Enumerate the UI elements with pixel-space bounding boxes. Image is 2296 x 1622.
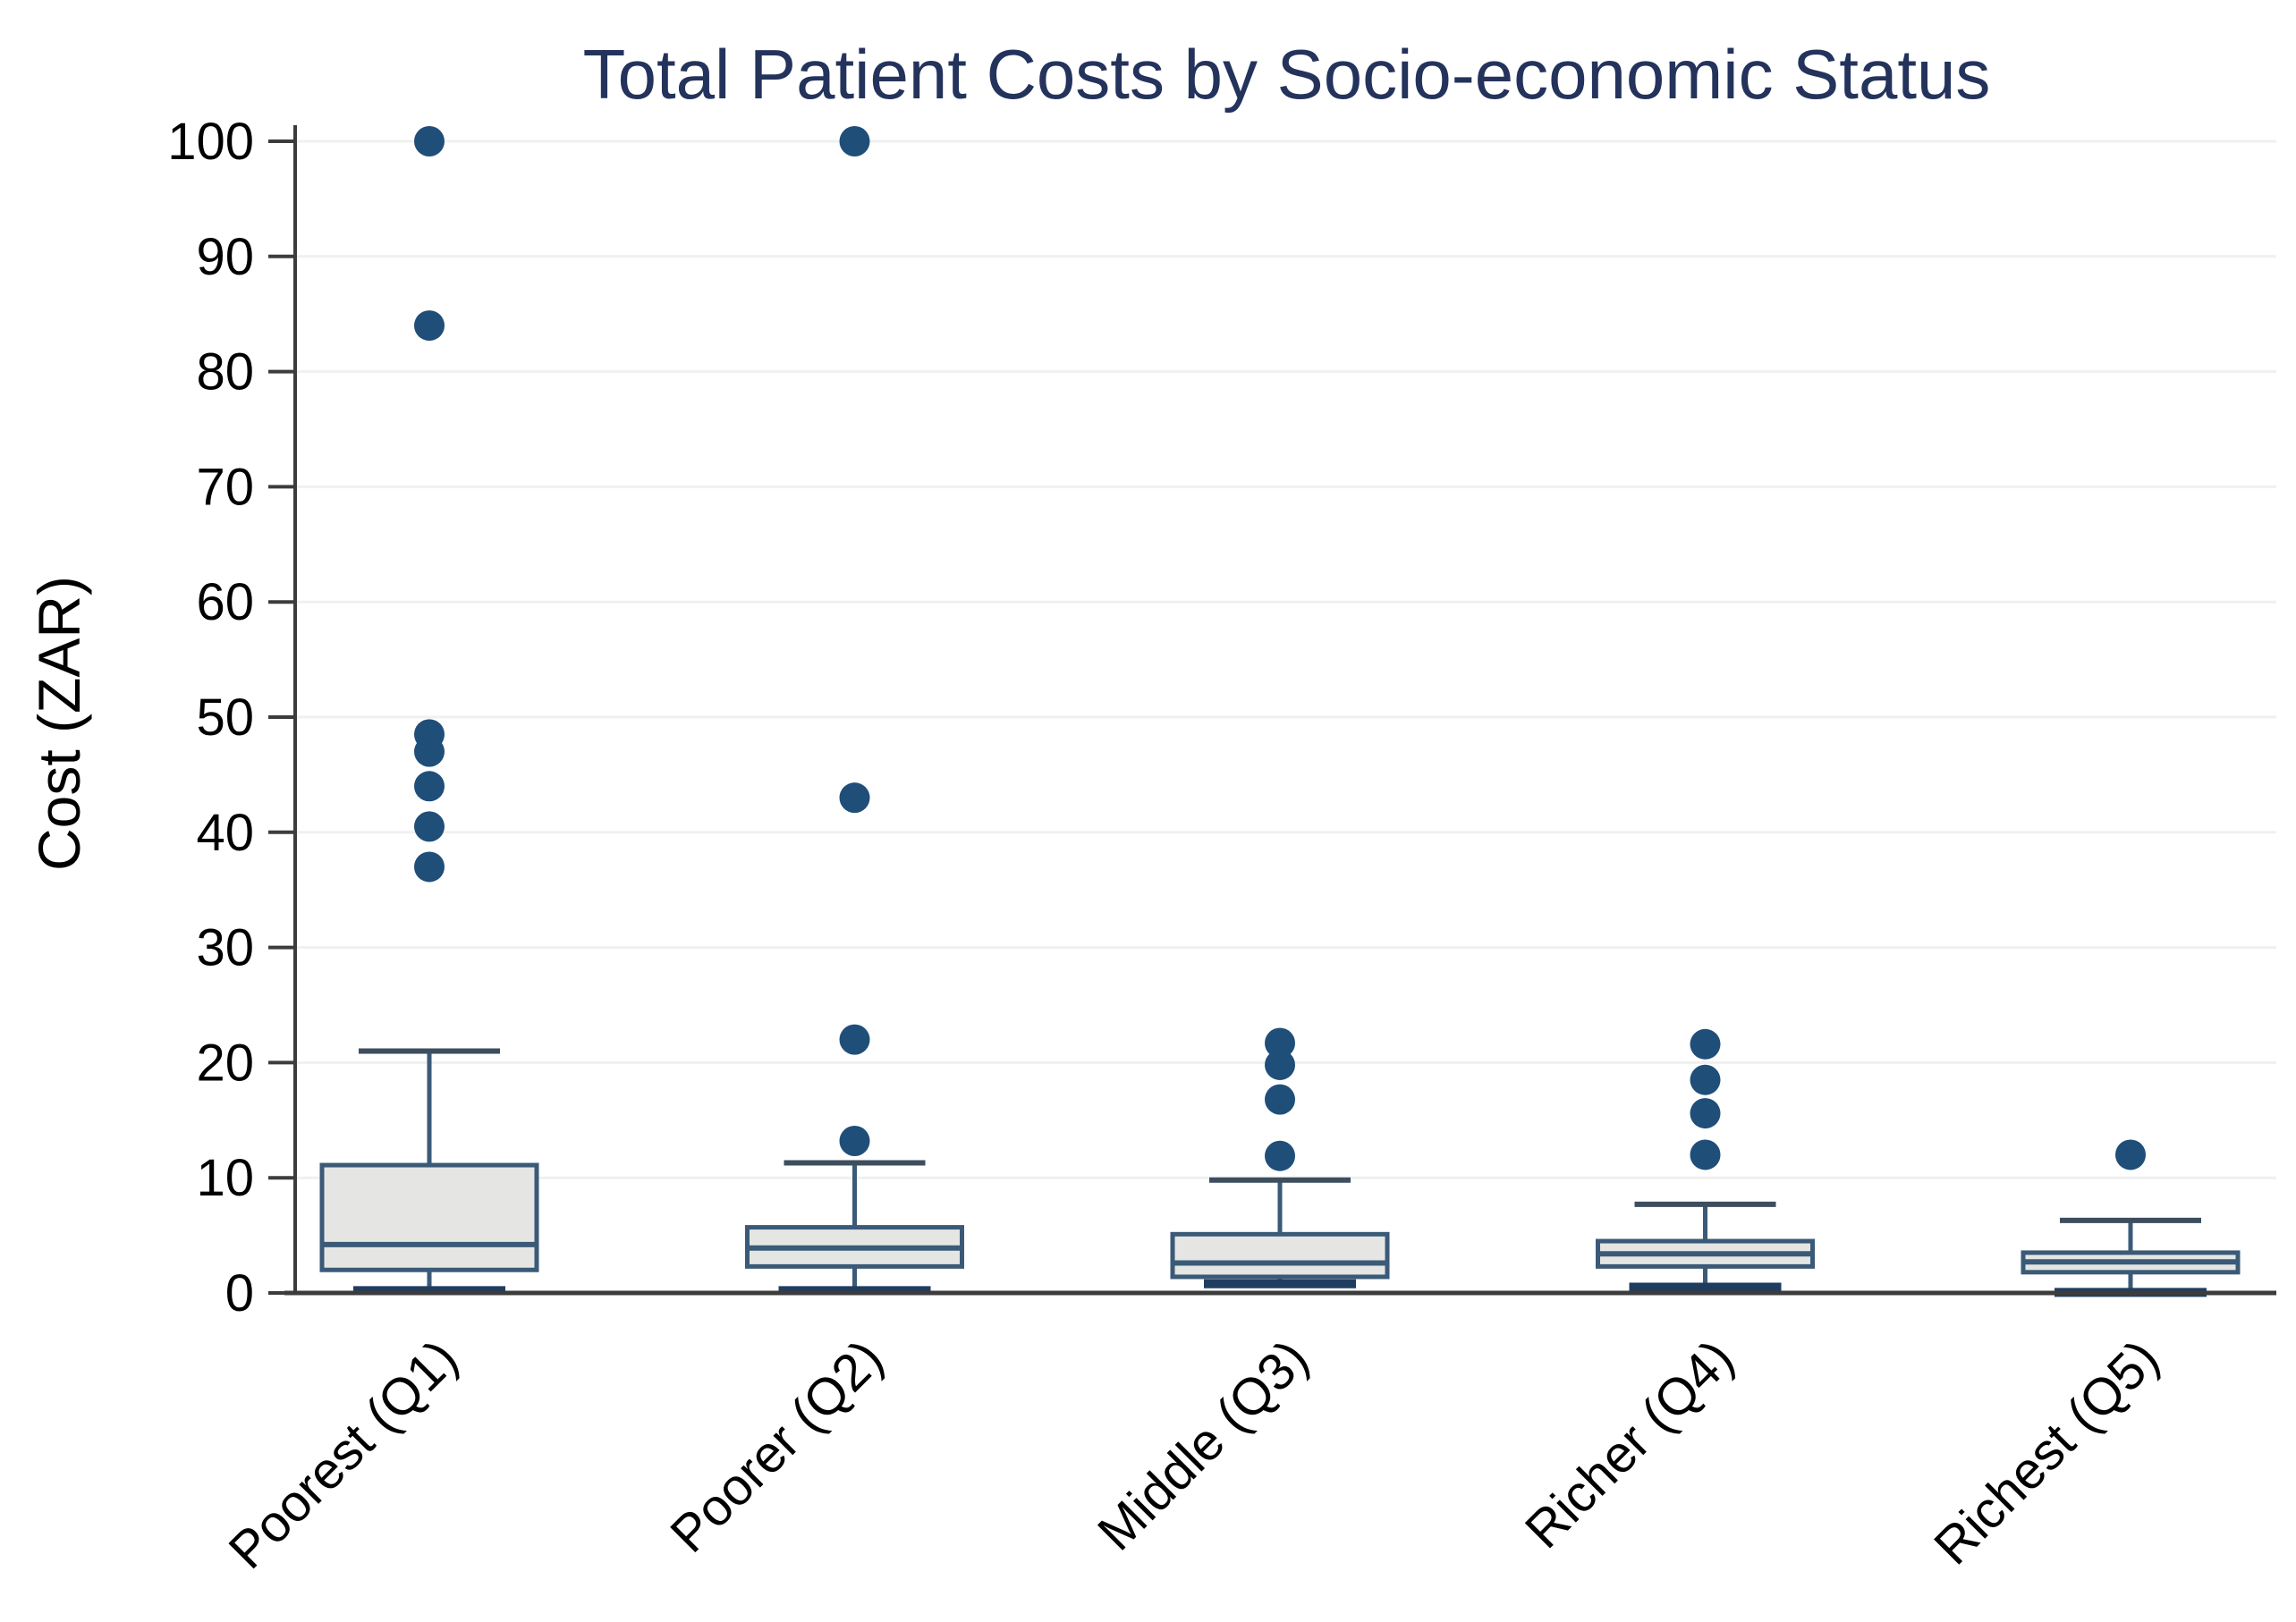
y-tick-label: 100 xyxy=(167,113,254,171)
outlier-dot xyxy=(414,310,445,342)
x-tick-label: Poorer (Q2) xyxy=(659,1329,894,1563)
y-tick-label: 60 xyxy=(196,573,254,631)
outlier-dot xyxy=(1265,1084,1295,1115)
box xyxy=(319,1162,539,1272)
x-tick-label: Richer (Q4) xyxy=(1514,1329,1745,1559)
y-tick-label: 20 xyxy=(196,1034,254,1092)
y-tick-label: 10 xyxy=(196,1149,254,1207)
outlier-dot xyxy=(839,126,870,156)
outlier-dot xyxy=(1690,1028,1721,1060)
outlier-dot xyxy=(1690,1139,1721,1170)
y-tick-label: 30 xyxy=(196,919,254,977)
y-tick-label: 90 xyxy=(196,228,254,286)
outlier-dot xyxy=(1265,1049,1295,1080)
outlier-dot xyxy=(414,771,445,802)
y-tick-label: 80 xyxy=(196,343,254,401)
y-tick-label: 40 xyxy=(196,804,254,862)
box xyxy=(1170,1231,1390,1280)
outlier-dot xyxy=(414,851,445,883)
y-tick-label: 70 xyxy=(196,458,254,516)
x-tick-label: Middle (Q3) xyxy=(1087,1329,1319,1561)
outlier-dot xyxy=(1690,1098,1721,1129)
y-tick-label: 0 xyxy=(225,1264,254,1322)
outlier-dot xyxy=(1265,1027,1295,1059)
outlier-dot xyxy=(1265,1140,1295,1171)
x-tick-label: Poorest (Q1) xyxy=(217,1329,469,1580)
outlier-dot xyxy=(1690,1064,1721,1095)
y-tick-label: 50 xyxy=(196,689,254,747)
outlier-dot xyxy=(414,811,445,842)
outlier-dot xyxy=(414,736,445,767)
outlier-dot xyxy=(839,782,870,814)
outlier-dot xyxy=(839,1125,870,1156)
chart-title: Total Patient Costs by Socio-economic St… xyxy=(582,35,1991,114)
x-tick-label: Richest (Q5) xyxy=(1923,1329,2170,1576)
outlier-dot xyxy=(414,126,445,156)
outlier-dot xyxy=(839,1024,870,1055)
outlier-dot xyxy=(2115,1139,2146,1170)
